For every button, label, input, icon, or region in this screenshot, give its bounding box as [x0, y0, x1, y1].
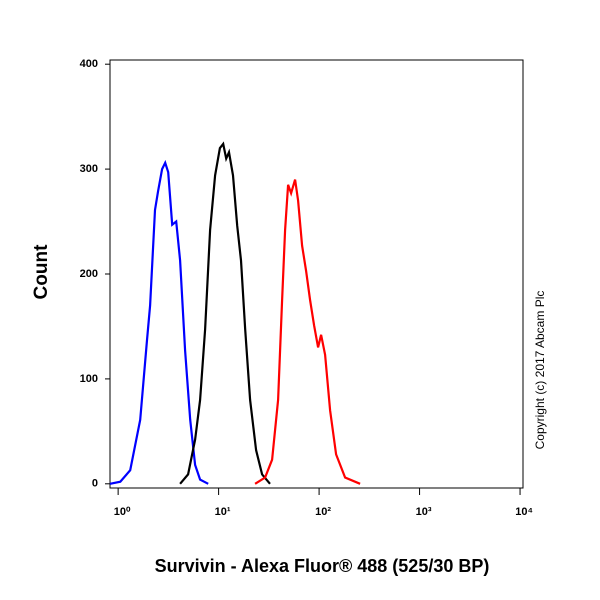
x-tick-label: 10⁴	[515, 506, 533, 518]
x-tick-label: 10¹	[215, 506, 231, 518]
y-tick-label: 100	[80, 373, 98, 385]
x-tick-label: 10²	[315, 506, 331, 518]
y-axis-label: Count	[31, 244, 52, 300]
y-tick-label: 300	[80, 163, 98, 175]
x-tick-label: 10⁰	[114, 506, 131, 518]
y-tick-label: 400	[80, 58, 98, 70]
y-tick-label: 0	[92, 478, 98, 490]
copyright: Copyright (c) 2017 Abcam Plc	[533, 291, 547, 450]
plot-frame	[109, 59, 524, 489]
x-axis-label: Survivin - Alexa Fluor® 488 (525/30 BP)	[155, 556, 490, 576]
histogram-line	[109, 159, 209, 485]
histogram-line	[179, 141, 271, 485]
histogram-line	[254, 179, 361, 485]
x-tick-label: 10³	[416, 506, 432, 518]
y-tick-label: 200	[80, 268, 98, 280]
